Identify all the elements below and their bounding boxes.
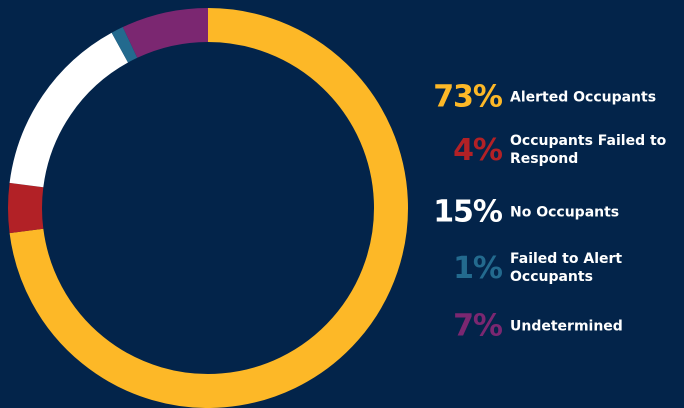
donut-segment bbox=[122, 8, 209, 58]
donut-segment bbox=[8, 182, 44, 234]
donut-segment bbox=[9, 32, 129, 188]
value-label: 1% bbox=[453, 250, 503, 286]
legend-label: Undetermined bbox=[510, 318, 623, 334]
value-label: 73% bbox=[433, 79, 503, 115]
legend-label: No Occupants bbox=[510, 204, 620, 220]
legend-item: 73% Alerted Occupants bbox=[420, 80, 684, 115]
legend-label: Failed to Alert Occupants bbox=[510, 251, 623, 285]
legend-label: Occupants Failed to Respond bbox=[510, 133, 667, 167]
donut-segment bbox=[111, 27, 138, 63]
legend-item: 15% No Occupants bbox=[420, 195, 684, 230]
value-label: 7% bbox=[453, 308, 503, 344]
legend-item: 1% Failed to Alert Occupants bbox=[420, 250, 684, 286]
legend-item: 7% Undetermined bbox=[420, 309, 684, 344]
legend-item: 4% Occupants Failed to Respond bbox=[420, 132, 684, 168]
value-label: 15% bbox=[433, 194, 503, 230]
donut-segment bbox=[9, 8, 408, 408]
value-label: 4% bbox=[453, 132, 503, 168]
legend-label: Alerted Occupants bbox=[510, 89, 657, 105]
